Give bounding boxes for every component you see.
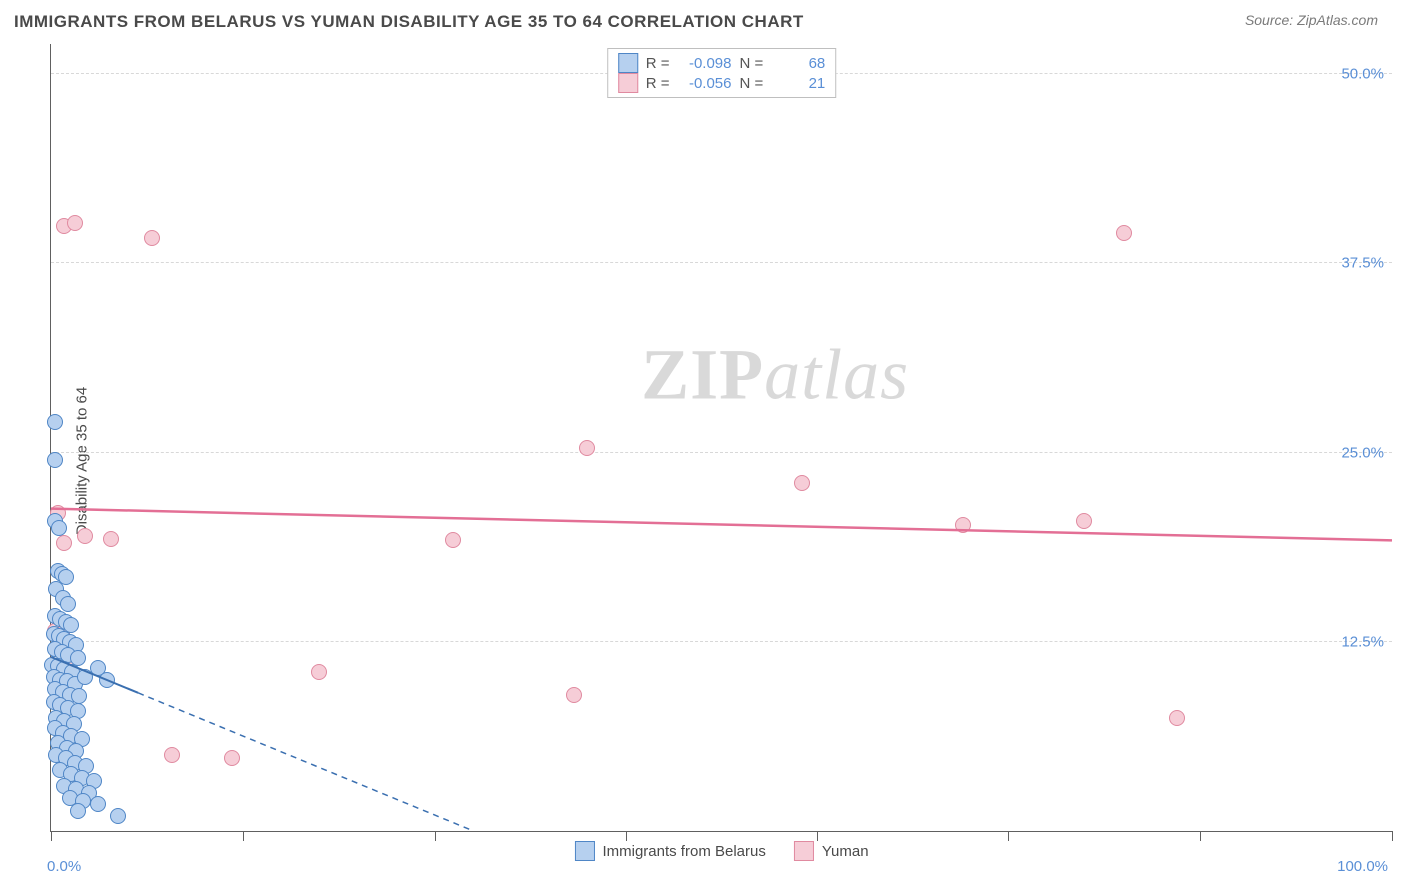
point-yuman [311, 664, 327, 680]
legend-item-belarus: Immigrants from Belarus [574, 841, 765, 861]
point-belarus [51, 520, 67, 536]
point-belarus [60, 596, 76, 612]
point-yuman [1076, 513, 1092, 529]
x-tick [817, 831, 818, 841]
plot-area: ZIPatlas R = -0.098 N = 68 R = -0.056 N … [50, 44, 1392, 832]
stats-row-belarus: R = -0.098 N = 68 [618, 53, 826, 73]
swatch-belarus-icon [574, 841, 594, 861]
point-yuman [77, 528, 93, 544]
point-yuman [224, 750, 240, 766]
swatch-belarus-icon [618, 53, 638, 73]
point-yuman [103, 531, 119, 547]
gridline [51, 452, 1392, 453]
gridline [51, 262, 1392, 263]
point-yuman [1116, 225, 1132, 241]
point-belarus [47, 452, 63, 468]
point-yuman [144, 230, 160, 246]
point-yuman [794, 475, 810, 491]
point-belarus [77, 669, 93, 685]
point-yuman [56, 535, 72, 551]
point-yuman [566, 687, 582, 703]
chart-container: Disability Age 35 to 64 ZIPatlas R = -0.… [14, 44, 1392, 878]
y-tick-label: 12.5% [1341, 633, 1384, 650]
swatch-yuman-icon [794, 841, 814, 861]
source-attribution: Source: ZipAtlas.com [1245, 12, 1378, 28]
x-tick [435, 831, 436, 841]
point-yuman [1169, 710, 1185, 726]
stats-legend: R = -0.098 N = 68 R = -0.056 N = 21 [607, 48, 837, 98]
point-belarus [90, 796, 106, 812]
x-axis-min-label: 0.0% [47, 858, 81, 875]
point-belarus [99, 672, 115, 688]
y-tick-label: 25.0% [1341, 444, 1384, 461]
x-tick [1392, 831, 1393, 841]
gridline [51, 641, 1392, 642]
swatch-yuman-icon [618, 73, 638, 93]
point-belarus [47, 414, 63, 430]
stats-row-yuman: R = -0.056 N = 21 [618, 73, 826, 93]
trend-lines [51, 44, 1392, 831]
point-yuman [67, 215, 83, 231]
x-tick [243, 831, 244, 841]
series-legend: Immigrants from Belarus Yuman [574, 841, 868, 861]
point-yuman [164, 747, 180, 763]
chart-title: IMMIGRANTS FROM BELARUS VS YUMAN DISABIL… [14, 12, 804, 32]
x-tick [51, 831, 52, 841]
x-axis-max-label: 100.0% [1337, 858, 1388, 875]
point-belarus [70, 803, 86, 819]
y-tick-label: 37.5% [1341, 255, 1384, 272]
point-yuman [579, 440, 595, 456]
point-belarus [110, 808, 126, 824]
x-tick [1200, 831, 1201, 841]
legend-item-yuman: Yuman [794, 841, 869, 861]
x-tick [626, 831, 627, 841]
point-yuman [955, 517, 971, 533]
watermark: ZIPatlas [641, 333, 909, 416]
x-tick [1008, 831, 1009, 841]
point-yuman [445, 532, 461, 548]
y-tick-label: 50.0% [1341, 66, 1384, 83]
